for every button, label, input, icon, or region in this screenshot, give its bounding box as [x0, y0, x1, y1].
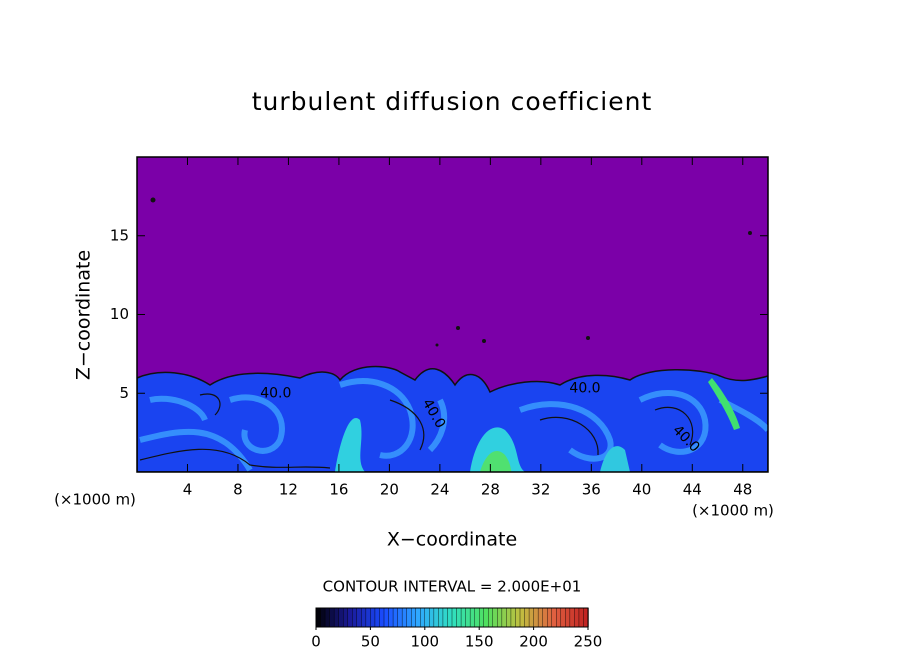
- y-tick-label: 15: [110, 226, 129, 244]
- colorbar-cell: [324, 607, 331, 628]
- chart-title: turbulent diffusion coefficient: [252, 87, 653, 116]
- colorbar-cell: [565, 607, 571, 628]
- colorbar-cell: [343, 607, 349, 628]
- colorbar-cell: [379, 607, 385, 628]
- field: [137, 157, 768, 472]
- colorbar-cell: [388, 607, 394, 628]
- x-unit-label: (×1000 m): [692, 502, 774, 520]
- x-tick-label: 4: [183, 481, 193, 499]
- colorbar-tick-label: 50: [361, 633, 380, 651]
- colorbar-cell: [465, 607, 471, 628]
- contour-label: 40.0: [569, 381, 600, 397]
- colorbar-cell: [361, 607, 367, 628]
- colorbar-cell: [578, 607, 585, 628]
- x-tick-label: 44: [683, 481, 702, 499]
- colorbar-cell: [483, 607, 489, 628]
- colorbar-cell: [515, 607, 521, 628]
- colorbar-cell: [383, 607, 390, 628]
- colorbar-cell: [438, 607, 444, 628]
- y-tick-label: 10: [110, 305, 129, 323]
- colorbar-cell: [569, 607, 576, 628]
- colorbar-cell: [406, 607, 412, 628]
- y-tick-label: 5: [119, 384, 129, 402]
- x-tick-label: 24: [430, 481, 449, 499]
- colorbar-cell: [542, 607, 548, 628]
- colorbar-cell: [528, 607, 535, 628]
- x-tick-label: 32: [531, 481, 550, 499]
- colorbar-cell: [506, 607, 512, 628]
- colorbar-cell: [497, 607, 503, 628]
- colorbar-cell: [456, 607, 462, 628]
- x-tick-label: 16: [329, 481, 348, 499]
- y-axis-label: Z−coordinate: [73, 250, 95, 380]
- colorbar-label: CONTOUR INTERVAL = 2.000E+01: [323, 578, 582, 596]
- colorbar-cell: [501, 607, 508, 628]
- colorbar-cell: [315, 607, 322, 628]
- x-tick-label: 28: [481, 481, 500, 499]
- x-tick-label: 20: [380, 481, 399, 499]
- x-tick-label: 12: [279, 481, 298, 499]
- colorbar-cell: [433, 607, 440, 628]
- colorbar-cell: [519, 607, 526, 628]
- x-tick-label: 40: [632, 481, 651, 499]
- colorbar-tick-label: 0: [311, 633, 321, 651]
- colorbar-cell: [451, 607, 458, 628]
- colorbar-cell: [469, 607, 476, 628]
- x-tick-label: 8: [233, 481, 243, 499]
- colorbar-cell: [429, 607, 435, 628]
- x-tick-label: 48: [733, 481, 752, 499]
- colorbar-cell: [574, 607, 580, 628]
- colorbar-cell: [397, 607, 403, 628]
- colorbar-cell: [533, 607, 539, 628]
- colorbar-cell: [347, 607, 353, 628]
- colorbar-cell: [374, 607, 381, 628]
- colorbar-cell: [420, 607, 426, 628]
- colorbar-cell: [460, 607, 467, 628]
- colorbar-cell: [556, 607, 562, 628]
- x-tick-label: 36: [582, 481, 601, 499]
- colorbar-tick-label: 250: [574, 633, 603, 651]
- contour-label: 40.0: [260, 385, 291, 401]
- colorbar-cell: [411, 607, 417, 628]
- colorbar-cell: [333, 607, 340, 628]
- colorbar-cell: [415, 607, 421, 628]
- colorbar-cell: [352, 607, 358, 628]
- colorbar-frame: [315, 607, 589, 628]
- colorbar-cell: [442, 607, 449, 628]
- colorbar-cell: [392, 607, 399, 628]
- y-unit-label: (×1000 m): [54, 491, 136, 509]
- colorbar-cell: [424, 607, 431, 628]
- colorbar-cell: [329, 607, 335, 628]
- colorbar-cell: [479, 607, 485, 628]
- colorbar-cell: [492, 607, 499, 628]
- colorbar-cell: [488, 607, 494, 628]
- colorbar-tick-label: 150: [465, 633, 494, 651]
- colorbar-cell: [365, 607, 372, 628]
- colorbar-cell: [524, 607, 530, 628]
- colorbar-tick-label: 100: [410, 633, 439, 651]
- colorbar-cell: [401, 607, 408, 628]
- colorbar-tick-label: 200: [519, 633, 548, 651]
- colorbar-cell: [551, 607, 557, 628]
- colorbar-cell: [537, 607, 544, 628]
- colorbar-cell: [474, 607, 480, 628]
- colorbar-cell: [356, 607, 363, 628]
- x-axis-label: X−coordinate: [387, 529, 517, 551]
- colorbar-cell: [560, 607, 567, 628]
- colorbar-cell: [338, 607, 344, 628]
- colorbar-cell: [510, 607, 517, 628]
- colorbar-cell: [447, 607, 453, 628]
- colorbar-cell: [547, 607, 553, 628]
- colorbar-cell: [370, 607, 376, 628]
- colorbar-cell: [320, 607, 326, 628]
